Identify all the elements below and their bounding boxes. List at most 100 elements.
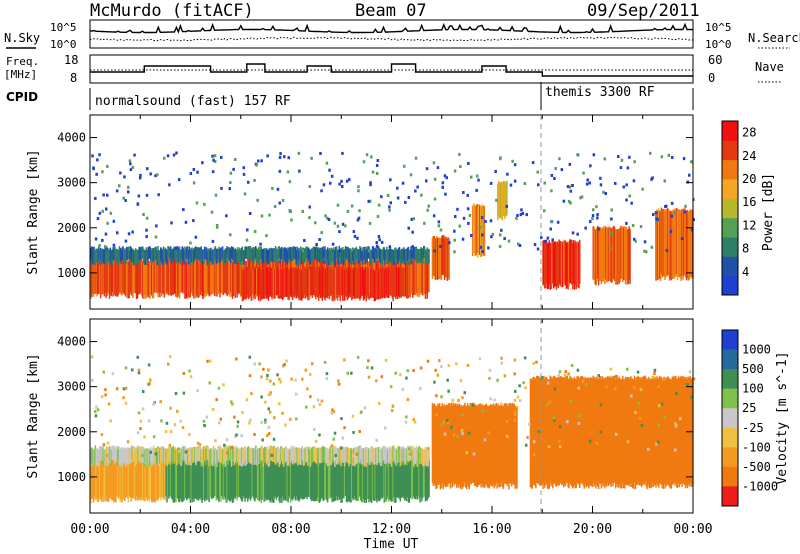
velocity-echo-cell	[216, 449, 218, 467]
power-echo-cell	[94, 258, 96, 295]
power-echo-cell	[207, 258, 209, 295]
power-echo-cell	[387, 268, 390, 298]
velocity-echo-cell	[157, 446, 159, 462]
power-echo-cell	[366, 248, 368, 263]
power-echo-cell	[238, 258, 240, 294]
velocity-scatter-cell	[235, 357, 238, 361]
power-echo-cell	[247, 246, 250, 259]
velocity-echo-cell	[291, 448, 294, 465]
velocity-echo-cell	[400, 457, 402, 498]
velocity-echo-cell	[90, 461, 92, 503]
power-scatter-cell	[196, 170, 199, 174]
velocity-echo-cell	[667, 377, 670, 486]
power-echo-cell	[159, 260, 161, 298]
velocity-echo-cell	[138, 446, 140, 462]
velocity-echo-cell	[377, 447, 379, 464]
velocity-echo-cell	[367, 458, 369, 499]
power-echo-cell	[659, 211, 662, 281]
power-scatter-cell	[591, 214, 595, 218]
velocity-echo-cell	[241, 460, 244, 502]
velocity-scatter-cell	[447, 389, 450, 393]
velocity-echo-cell	[650, 378, 653, 488]
power-scatter-cell	[327, 218, 331, 221]
power-echo-cell	[212, 258, 214, 294]
power-echo-cell	[120, 258, 122, 295]
velocity-echo-cell	[679, 376, 681, 485]
power-scatter-cell	[427, 204, 430, 208]
velocity-echo-cell	[327, 458, 330, 499]
power-echo-cell	[247, 269, 250, 300]
power-echo-cell	[425, 258, 428, 294]
power-echo-cell	[199, 247, 201, 261]
power-echo-cell	[234, 260, 236, 298]
power-echo-cell	[313, 246, 315, 259]
power-scatter-cell	[639, 225, 643, 229]
velocity-echo-cell	[659, 376, 662, 485]
power-echo-cell	[353, 269, 356, 299]
power-echo-cell	[392, 270, 394, 302]
velocity-echo-cell	[416, 458, 419, 500]
velocity-echo-cell	[92, 460, 95, 503]
power-echo-cell	[142, 246, 144, 259]
power-echo-cell	[300, 246, 302, 259]
velocity-echo-cell	[347, 447, 349, 464]
velocity-echo-cell	[674, 377, 676, 486]
power-echo-cell	[130, 247, 132, 260]
power-echo-cell	[273, 248, 275, 262]
power-echo-cell	[203, 249, 205, 264]
nsearch-label: N.Search	[748, 31, 800, 45]
velocity-echo-cell	[232, 460, 235, 502]
velocity-echo-cell	[274, 448, 277, 465]
velocity-echo-cell	[304, 457, 306, 498]
power-scatter-cell	[551, 238, 554, 242]
velocity-scatter-cell	[330, 444, 334, 448]
velocity-echo-cell	[232, 446, 235, 462]
power-scatter-cell	[481, 233, 484, 237]
velocity-echo-cell	[358, 457, 360, 498]
velocity-echo-cell	[239, 449, 242, 466]
power-scatter-cell	[410, 217, 413, 221]
velocity-echo-cell	[186, 459, 188, 501]
velocity-echo-cell	[103, 459, 105, 502]
velocity-scatter-cell	[632, 386, 636, 390]
velocity-scatter-cell	[172, 450, 175, 453]
velocity-echo-cell	[279, 448, 281, 465]
power-scatter-cell	[560, 168, 564, 172]
velocity-echo-cell	[111, 445, 113, 460]
velocity-scatter-cell	[248, 421, 251, 425]
velocity-echo-cell	[448, 403, 451, 484]
velocity-echo-cell	[164, 459, 166, 501]
velocity-echo-cell	[411, 449, 413, 467]
velocity-scatter-cell	[304, 368, 307, 372]
power-scatter-cell	[439, 228, 443, 232]
velocity-scatter-cell	[132, 448, 136, 452]
power-echo-cell	[355, 246, 358, 260]
power-echo-cell	[244, 267, 246, 296]
velocity-scatter-cell	[148, 381, 151, 385]
velocity-echo-cell	[557, 377, 559, 486]
power-scatter-cell	[123, 175, 126, 179]
power-scatter-cell	[145, 228, 148, 232]
velocity-echo-cell	[535, 379, 537, 489]
power-echo-cell	[438, 237, 441, 280]
power-echo-cell	[361, 247, 363, 261]
velocity-echo-cell	[394, 461, 396, 503]
velocity-echo-cell	[361, 448, 363, 465]
velocity-echo-cell	[620, 379, 622, 489]
power-echo-cell	[264, 268, 266, 299]
velocity-scatter-cell	[467, 431, 471, 435]
velocity-echo-cell	[275, 447, 278, 464]
velocity-echo-cell	[193, 460, 195, 502]
velocity-echo-cell	[188, 448, 191, 466]
velocity-echo-cell	[328, 457, 331, 498]
velocity-scatter-cell	[451, 398, 454, 402]
power-scatter-cell	[156, 173, 159, 177]
power-echo-cell	[230, 248, 232, 263]
velocity-scatter-cell	[266, 374, 269, 377]
power-echo-cell	[662, 208, 664, 276]
velocity-echo-cell	[297, 448, 299, 466]
velocity-echo-cell	[176, 448, 178, 466]
power-echo-cell	[335, 266, 338, 295]
velocity-scatter-cell	[471, 403, 475, 407]
velocity-scatter-cell	[285, 359, 288, 363]
